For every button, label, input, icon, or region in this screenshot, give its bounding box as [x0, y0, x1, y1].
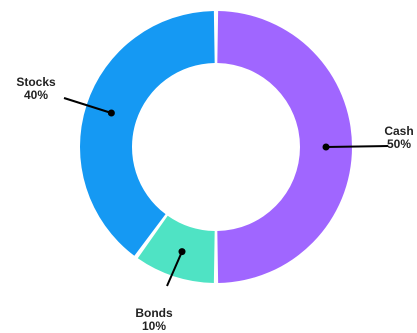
- leader-dot-bonds: [178, 248, 186, 256]
- slice-label-cash: Cash 50%: [384, 124, 413, 151]
- slice-name-cash: Cash: [384, 124, 413, 138]
- leader-dot-stocks: [107, 109, 115, 117]
- slice-name-bonds: Bonds: [135, 306, 173, 320]
- slice-labels: Cash 50% Bonds 10% Stocks 40%: [16, 75, 413, 333]
- leader-lines: [63, 97, 389, 287]
- slice-name-stocks: Stocks: [16, 75, 56, 89]
- slice-cash: [217, 11, 353, 283]
- slice-bonds: [137, 215, 215, 283]
- leader-line-stocks: [63, 97, 112, 114]
- slice-label-stocks: Stocks 40%: [16, 75, 56, 102]
- slice-stocks: [80, 11, 215, 256]
- slice-value-bonds: 10%: [142, 319, 166, 333]
- slice-value-stocks: 40%: [24, 88, 48, 102]
- slice-label-bonds: Bonds 10%: [135, 306, 173, 333]
- leader-line-cash: [325, 145, 389, 148]
- leader-line-bonds: [166, 251, 183, 287]
- donut-slices: [80, 11, 353, 283]
- slice-value-cash: 50%: [387, 137, 411, 151]
- leader-dot-cash: [322, 143, 330, 151]
